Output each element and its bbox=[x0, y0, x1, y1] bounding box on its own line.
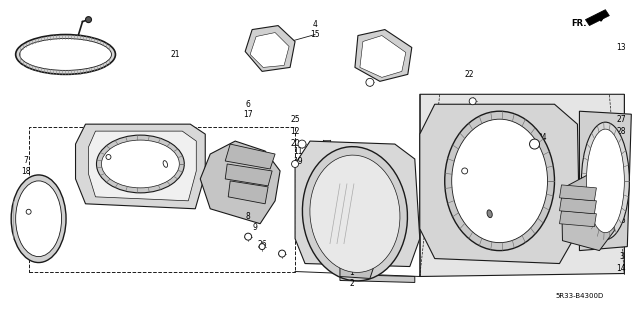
Polygon shape bbox=[420, 104, 579, 263]
Ellipse shape bbox=[278, 250, 285, 257]
Text: 11: 11 bbox=[293, 146, 303, 156]
Text: 19: 19 bbox=[293, 158, 303, 167]
Ellipse shape bbox=[102, 140, 179, 188]
Polygon shape bbox=[586, 10, 609, 26]
Text: 12: 12 bbox=[291, 127, 300, 136]
Ellipse shape bbox=[452, 119, 547, 243]
Text: 27: 27 bbox=[616, 115, 626, 124]
Ellipse shape bbox=[487, 210, 492, 218]
Text: 2: 2 bbox=[349, 279, 355, 288]
Polygon shape bbox=[420, 94, 625, 277]
Text: 24: 24 bbox=[538, 133, 547, 142]
Polygon shape bbox=[228, 181, 268, 204]
Ellipse shape bbox=[469, 98, 476, 105]
Text: 3: 3 bbox=[619, 252, 624, 261]
Polygon shape bbox=[295, 141, 420, 267]
Text: 6: 6 bbox=[246, 100, 251, 109]
Ellipse shape bbox=[586, 129, 625, 233]
Text: 15: 15 bbox=[310, 30, 320, 39]
Text: 8: 8 bbox=[246, 212, 250, 221]
Ellipse shape bbox=[303, 147, 408, 281]
Polygon shape bbox=[559, 198, 596, 214]
Text: 23: 23 bbox=[332, 186, 342, 195]
Ellipse shape bbox=[106, 154, 111, 160]
Ellipse shape bbox=[259, 244, 265, 249]
Ellipse shape bbox=[20, 39, 111, 70]
Text: 9: 9 bbox=[253, 223, 257, 232]
Ellipse shape bbox=[310, 155, 400, 272]
Text: 28: 28 bbox=[616, 127, 626, 136]
Polygon shape bbox=[340, 262, 375, 278]
Polygon shape bbox=[579, 111, 631, 251]
Ellipse shape bbox=[461, 168, 468, 174]
Polygon shape bbox=[559, 211, 596, 227]
Polygon shape bbox=[355, 30, 412, 81]
Text: 7: 7 bbox=[23, 157, 28, 166]
Polygon shape bbox=[76, 124, 205, 209]
Polygon shape bbox=[323, 140, 330, 215]
Polygon shape bbox=[225, 144, 275, 169]
Text: 5R33-B4300D: 5R33-B4300D bbox=[556, 293, 604, 300]
Polygon shape bbox=[360, 35, 406, 78]
Ellipse shape bbox=[26, 209, 31, 214]
Polygon shape bbox=[340, 274, 415, 282]
Ellipse shape bbox=[163, 161, 168, 167]
Text: 5: 5 bbox=[619, 204, 624, 213]
Ellipse shape bbox=[581, 122, 629, 240]
Text: 18: 18 bbox=[21, 167, 30, 176]
Polygon shape bbox=[225, 164, 272, 186]
Ellipse shape bbox=[244, 233, 252, 240]
Polygon shape bbox=[88, 131, 196, 201]
Ellipse shape bbox=[445, 111, 554, 251]
Text: 1: 1 bbox=[349, 268, 355, 277]
Polygon shape bbox=[561, 174, 614, 251]
Text: FR.: FR. bbox=[572, 19, 587, 28]
Polygon shape bbox=[245, 26, 295, 71]
Polygon shape bbox=[250, 33, 289, 67]
Ellipse shape bbox=[292, 160, 298, 167]
Ellipse shape bbox=[86, 17, 92, 23]
Ellipse shape bbox=[366, 78, 374, 86]
Ellipse shape bbox=[529, 139, 540, 149]
Text: 21: 21 bbox=[171, 50, 180, 59]
Polygon shape bbox=[320, 182, 335, 194]
Polygon shape bbox=[559, 185, 596, 201]
Text: 13: 13 bbox=[616, 43, 626, 52]
Ellipse shape bbox=[15, 181, 61, 256]
Text: 10: 10 bbox=[347, 256, 356, 265]
Polygon shape bbox=[320, 164, 335, 176]
Text: 14: 14 bbox=[616, 264, 626, 273]
Text: 4: 4 bbox=[312, 20, 317, 29]
Ellipse shape bbox=[298, 140, 306, 148]
Polygon shape bbox=[200, 141, 280, 224]
Text: 22: 22 bbox=[465, 70, 474, 79]
Text: 26: 26 bbox=[257, 240, 267, 249]
Text: 17: 17 bbox=[243, 110, 253, 119]
Text: 20: 20 bbox=[291, 138, 300, 148]
Ellipse shape bbox=[97, 135, 184, 193]
Ellipse shape bbox=[11, 175, 66, 263]
Text: 16: 16 bbox=[616, 216, 626, 225]
Ellipse shape bbox=[15, 34, 115, 74]
Polygon shape bbox=[320, 146, 335, 158]
Text: 25: 25 bbox=[291, 115, 300, 124]
